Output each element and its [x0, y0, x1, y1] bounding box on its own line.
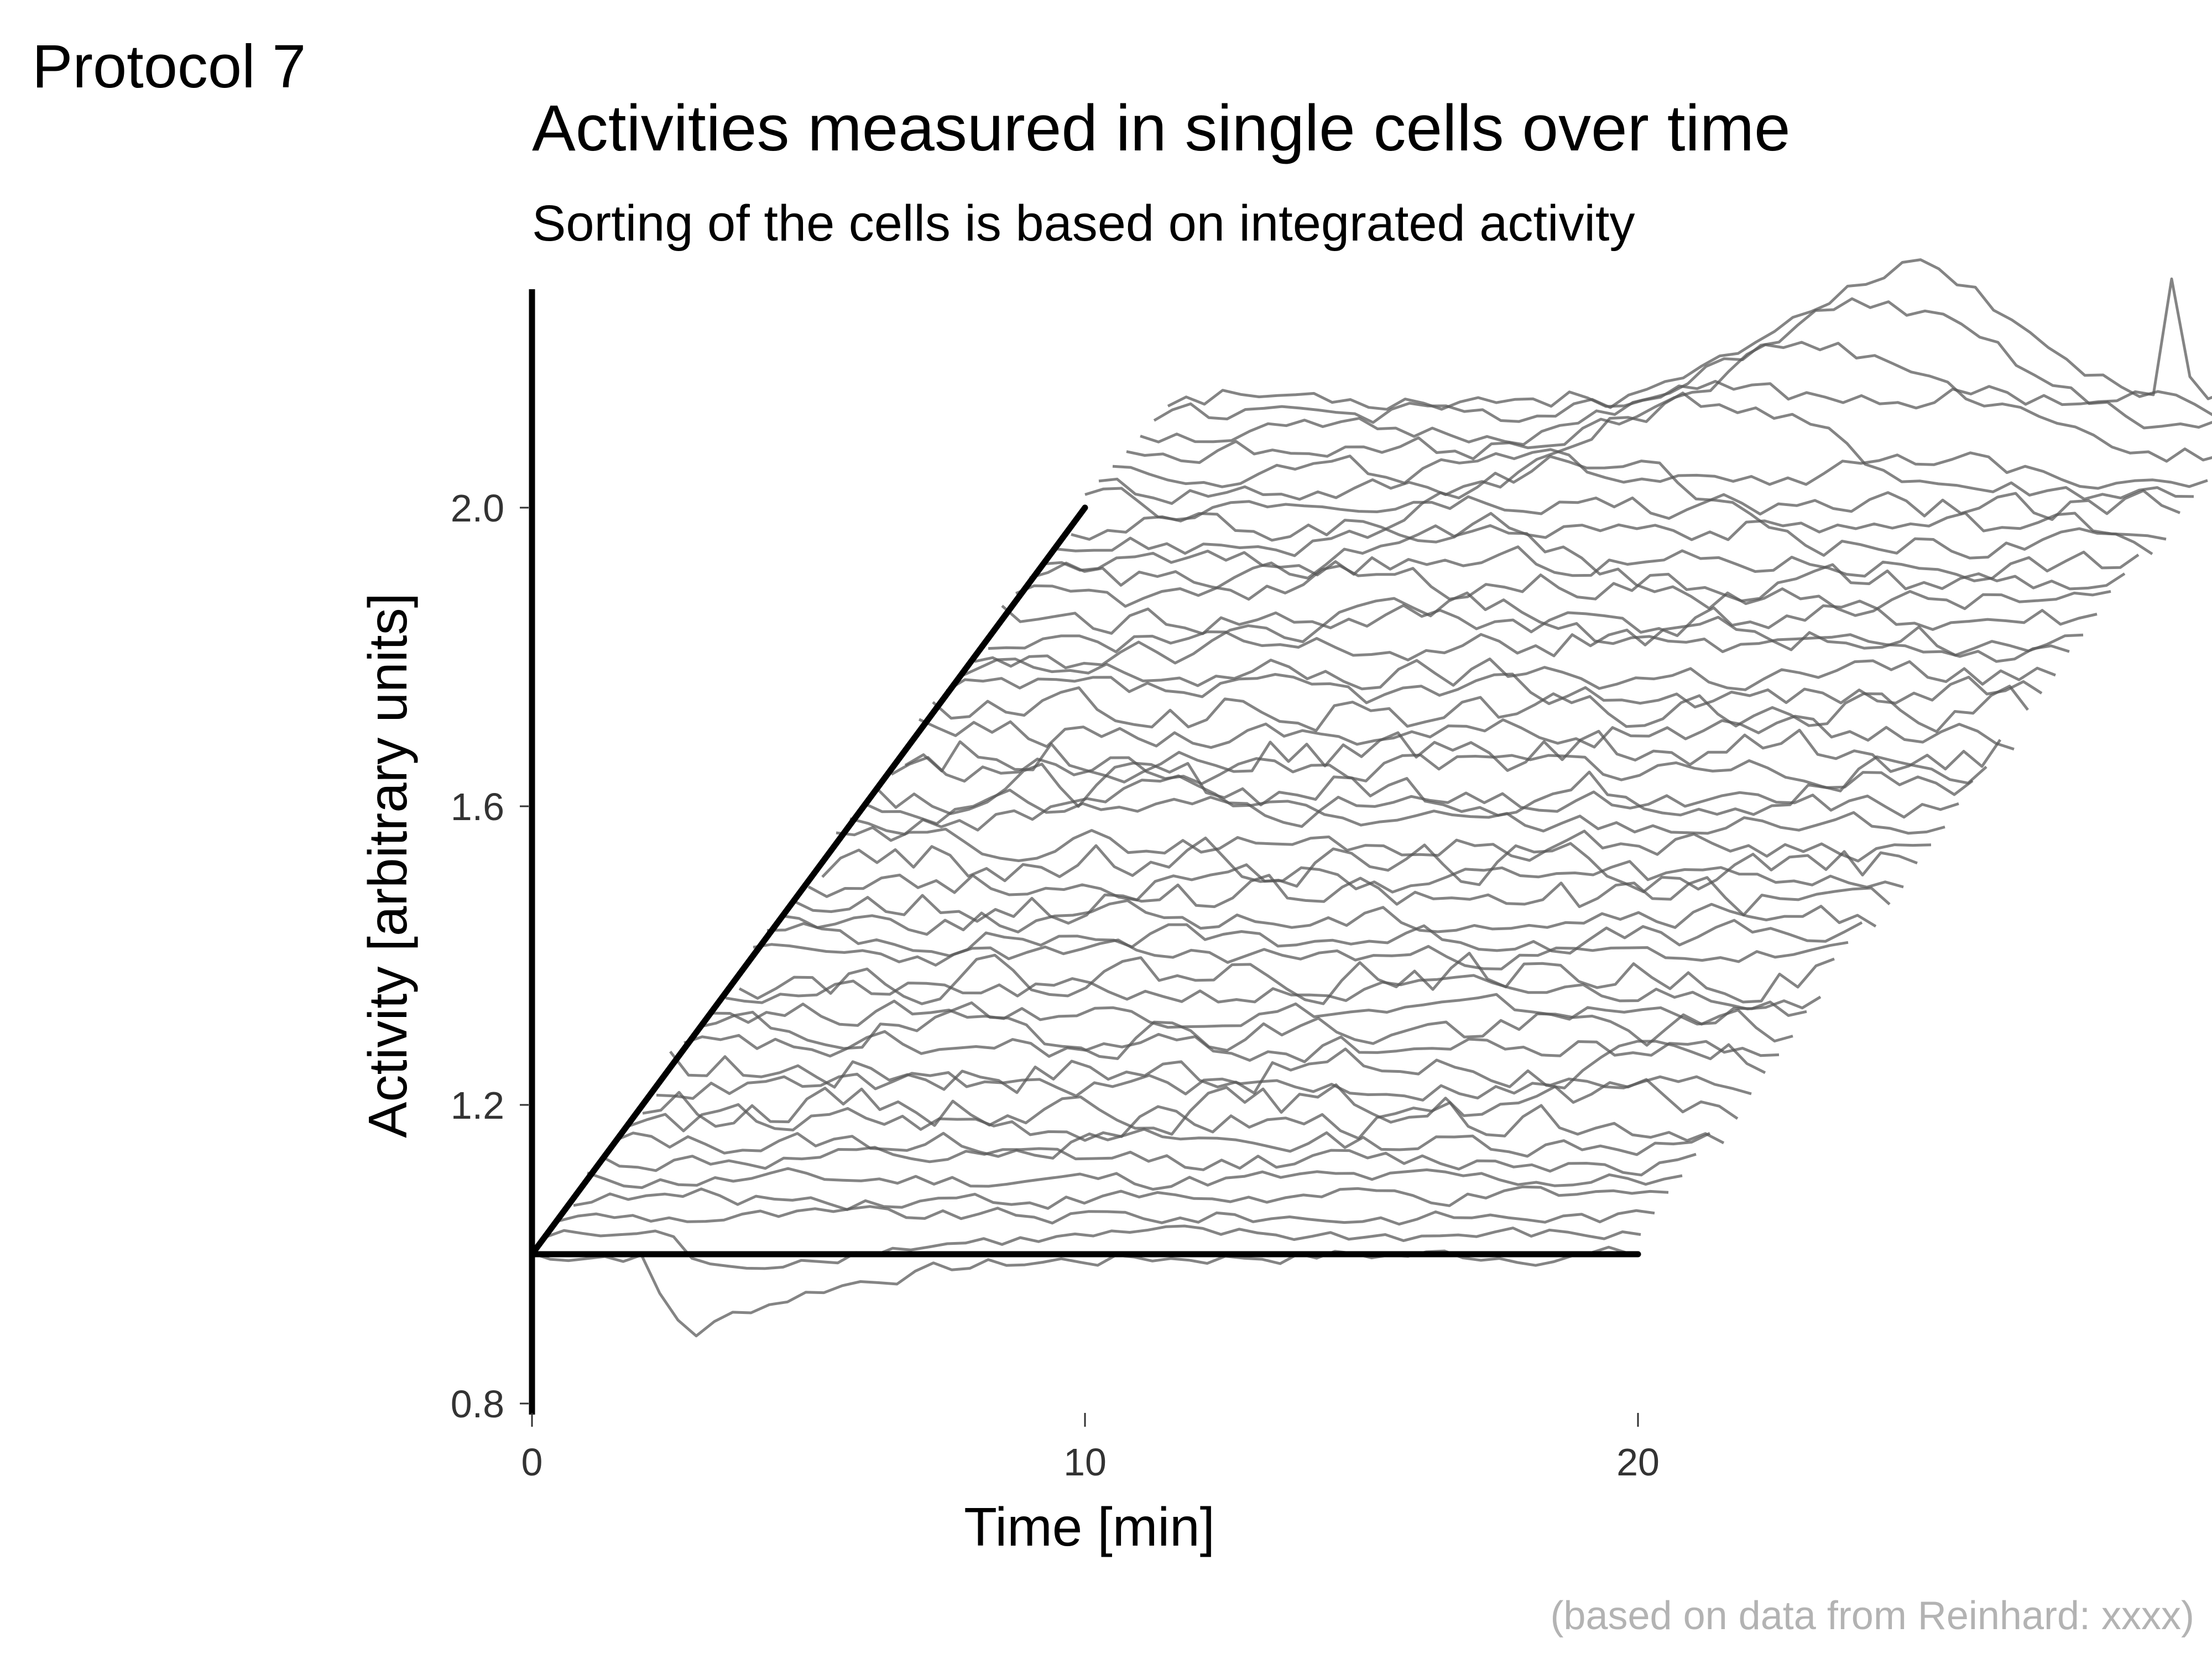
cell-trace [614, 1128, 1711, 1160]
cell-trace [780, 899, 1877, 936]
cell-trace [1167, 277, 2212, 411]
cell-traces [531, 258, 2212, 1338]
cell-trace [904, 728, 2002, 784]
cell-trace [600, 1146, 1697, 1177]
caption: (based on data from Reinhard: xxxx) [1550, 1594, 2194, 1638]
cell-trace [807, 860, 1904, 901]
cell-trace [738, 952, 1835, 1005]
cell-trace [988, 615, 2084, 661]
cell-trace [1098, 392, 2194, 505]
cell-trace [753, 938, 1849, 971]
cell-trace [849, 774, 1945, 836]
y-tick-label: 1.6 [451, 785, 504, 828]
cell-trace [766, 919, 1863, 957]
y-axis-ticks: 0.8 1.2 1.6 2.0 [451, 487, 529, 1426]
cell-trace [946, 672, 2043, 709]
cell-trace [628, 1101, 1725, 1145]
x-tick-label: 0 [521, 1441, 543, 1484]
cell-trace [587, 1167, 1683, 1191]
cell-trace [725, 974, 1822, 1010]
cell-trace [1057, 455, 2153, 560]
cell-trace [669, 1040, 1766, 1095]
cell-trace [1112, 448, 2208, 490]
cell-trace [974, 591, 2070, 670]
cell-trace [1071, 512, 2167, 544]
cell-trace [794, 874, 1891, 925]
cell-trace [656, 1071, 1752, 1102]
cell-trace [573, 1185, 1669, 1211]
cell-trace [959, 658, 2056, 691]
cell-trace [711, 993, 1807, 1029]
cell-trace [1043, 545, 2140, 582]
cell-trace [545, 1224, 1641, 1270]
cell-trace [1001, 599, 2098, 637]
cell-trace [1015, 524, 2111, 617]
cell-trace [1084, 487, 2180, 521]
cell-trace [559, 1205, 1655, 1226]
x-tick-label: 20 [1616, 1441, 1660, 1484]
cell-trace [918, 714, 2015, 751]
offset-diagonal-line [529, 504, 1088, 1258]
guide-lines [529, 504, 1641, 1258]
x-tick-label: 10 [1063, 1441, 1107, 1484]
figure-tag: Protocol 7 [32, 33, 306, 101]
cell-trace [697, 1001, 1793, 1060]
cell-trace [821, 836, 1918, 894]
cell-trace [890, 753, 1987, 792]
y-tick-label: 1.2 [451, 1084, 504, 1127]
x-axis-title: Time [min] [964, 1496, 1215, 1557]
cell-trace [836, 826, 1932, 863]
y-tick-label: 0.8 [451, 1383, 504, 1426]
chart-subtitle: Sorting of the cells is based on integra… [532, 195, 1635, 252]
cell-trace [1029, 561, 2126, 603]
y-tick-label: 2.0 [451, 487, 504, 530]
cell-trace [1140, 297, 2212, 446]
chart-title: Activities measured in single cells over… [532, 92, 1791, 165]
cell-trace [1126, 341, 2212, 464]
cell-trace [877, 761, 1974, 817]
cell-trace [863, 789, 1959, 828]
cell-trace [1153, 258, 2212, 424]
y-axis-title: Activity [arbitrary units] [357, 593, 418, 1138]
cell-trace [932, 685, 2029, 733]
cell-trace [684, 1030, 1780, 1063]
cell-trace [642, 1078, 1739, 1136]
x-axis-ticks: 0 10 20 [521, 1413, 1660, 1484]
cell-trace [531, 1245, 1627, 1338]
